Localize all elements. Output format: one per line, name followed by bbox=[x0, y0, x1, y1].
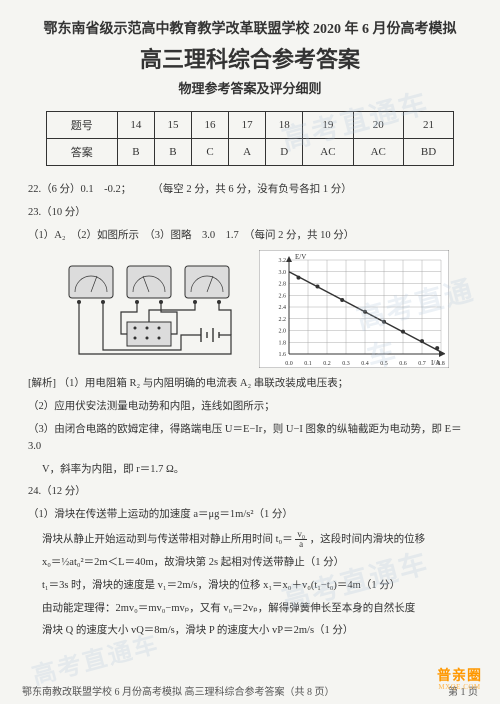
col-header: 14 bbox=[117, 112, 154, 139]
col-header: 21 bbox=[403, 112, 453, 139]
brand-en: MXQE.COM bbox=[437, 684, 482, 692]
svg-text:1.6: 1.6 bbox=[279, 352, 287, 358]
col-header: 20 bbox=[353, 112, 403, 139]
svg-text:2.4: 2.4 bbox=[279, 305, 287, 311]
answer-cell: D bbox=[266, 139, 303, 166]
ui-graph: 0.00.10.20.30.40.50.60.70.81.61.82.02.22… bbox=[259, 250, 449, 368]
brand-watermark: 普亲圈 MXQE.COM bbox=[437, 669, 482, 692]
answer-cell: BD bbox=[403, 139, 453, 166]
q24-l5: 由动能定理得：2mv₀＝mv₀−mvₚ，又有 v₀＝2vₚ，解得弹簧伸长至本身的… bbox=[28, 601, 472, 618]
svg-text:0.3: 0.3 bbox=[342, 361, 350, 367]
row-label: 题号 bbox=[46, 112, 117, 139]
exam-title-line2: 高三理科综合参考答案 bbox=[28, 42, 472, 74]
row-label: 答案 bbox=[46, 139, 117, 166]
figure-row: 0.00.10.20.30.40.50.60.70.81.61.82.02.22… bbox=[28, 250, 472, 368]
svg-text:0.7: 0.7 bbox=[418, 361, 426, 367]
q24-l6: 滑块 Q 的速度大小 vQ＝8m/s，滑块 P 的速度大小 vP＝2m/s（1 … bbox=[28, 623, 472, 640]
svg-text:2.0: 2.0 bbox=[279, 329, 287, 335]
answer-cell: B bbox=[154, 139, 191, 166]
q23-a3a: （3）由闭合电路的欧姆定律，得路端电压 U＝E−Ir，则 U−I 图象的纵轴截距… bbox=[28, 422, 472, 456]
table-row: 题号 14 15 16 17 18 19 20 21 bbox=[46, 112, 453, 139]
fraction: v₀ a bbox=[295, 530, 307, 549]
q23-line1: （1）A₂ （2）如图所示 （3）图略 3.0 1.7 （每问 2 分，共 10… bbox=[28, 228, 472, 245]
svg-text:2.6: 2.6 bbox=[279, 294, 287, 300]
svg-text:I/A: I/A bbox=[431, 359, 440, 367]
q23-a1: （1）用电阻箱 R₂ 与内阻明确的电流表 A₂ 串联改装成电压表； bbox=[59, 378, 349, 389]
q22-text: 22.（6 分）0.1 -0.2； （每空 2 分，共 6 分，没有负号各扣 1… bbox=[28, 182, 472, 199]
svg-text:0.1: 0.1 bbox=[304, 361, 312, 367]
svg-text:0.6: 0.6 bbox=[399, 361, 407, 367]
col-header: 16 bbox=[192, 112, 229, 139]
table-row: 答案 B B C A D AC AC BD bbox=[46, 139, 453, 166]
svg-text:1.8: 1.8 bbox=[279, 341, 287, 347]
svg-text:2.2: 2.2 bbox=[279, 317, 287, 323]
q23-a3b: V，斜率为内阻，即 r＝1.7 Ω。 bbox=[28, 462, 472, 479]
col-header: 17 bbox=[229, 112, 266, 139]
circuit-diagram bbox=[51, 250, 251, 368]
svg-text:3.2: 3.2 bbox=[279, 258, 287, 264]
answer-cell: B bbox=[117, 139, 154, 166]
page-footer: 鄂东南教改联盟学校 6 月份高考模拟 高三理科综合参考答案（共 8 页） 第 1… bbox=[0, 683, 500, 698]
svg-text:0.0: 0.0 bbox=[285, 361, 293, 367]
svg-text:3.0: 3.0 bbox=[279, 270, 287, 276]
col-header: 18 bbox=[266, 112, 303, 139]
analysis-label: [解析] bbox=[28, 378, 56, 389]
q24-l3: x₀＝½at₀²＝2m＜L＝40m，故滑块第 2s 起相对传送带静止（1 分） bbox=[28, 555, 472, 572]
q24-l2b: ，这段时间内滑块的位移 bbox=[310, 534, 426, 545]
col-header: 15 bbox=[154, 112, 191, 139]
answer-cell: A bbox=[229, 139, 266, 166]
footer-left: 鄂东南教改联盟学校 6 月份高考模拟 高三理科综合参考答案（共 8 页） bbox=[22, 683, 335, 698]
exam-title-line3: 物理参考答案及评分细则 bbox=[28, 78, 472, 97]
brand-cn: 普亲圈 bbox=[437, 669, 482, 684]
col-header: 19 bbox=[303, 112, 353, 139]
exam-title-line1: 鄂东南省级示范高中教育教学改革联盟学校 2020 年 6 月份高考模拟 bbox=[28, 18, 472, 38]
answer-table: 题号 14 15 16 17 18 19 20 21 答案 B B C A D … bbox=[46, 111, 454, 166]
answer-cell: C bbox=[192, 139, 229, 166]
answer-cell: AC bbox=[353, 139, 403, 166]
answer-cell: AC bbox=[303, 139, 353, 166]
svg-text:0.4: 0.4 bbox=[361, 361, 369, 367]
svg-text:E/V: E/V bbox=[295, 253, 306, 261]
q24-l2: 滑块从静止开始运动到与传送带相对静止所用时间 t₀＝ v₀ a ，这段时间内滑块… bbox=[28, 530, 472, 549]
q24-l2a: 滑块从静止开始运动到与传送带相对静止所用时间 t₀＝ bbox=[42, 534, 293, 545]
q24-head: 24.（12 分） bbox=[28, 484, 472, 501]
q24-l4: t₁＝3s 时，滑块的速度是 v₁＝2m/s，滑块的位移 x₁＝x₀＋v₀(t₁… bbox=[28, 578, 472, 595]
q24-l1: （1）滑块在传送带上运动的加速度 a＝μg＝1m/s²（1 分） bbox=[28, 507, 472, 524]
svg-text:0.5: 0.5 bbox=[380, 361, 388, 367]
svg-text:2.8: 2.8 bbox=[279, 282, 287, 288]
q23-analysis: [解析] （1）用电阻箱 R₂ 与内阻明确的电流表 A₂ 串联改装成电压表； bbox=[28, 376, 472, 393]
q23-head: 23.（10 分） bbox=[28, 205, 472, 222]
q23-a2: （2）应用伏安法测量电动势和内阻，连线如图所示； bbox=[28, 399, 472, 416]
svg-text:0.2: 0.2 bbox=[323, 361, 331, 367]
